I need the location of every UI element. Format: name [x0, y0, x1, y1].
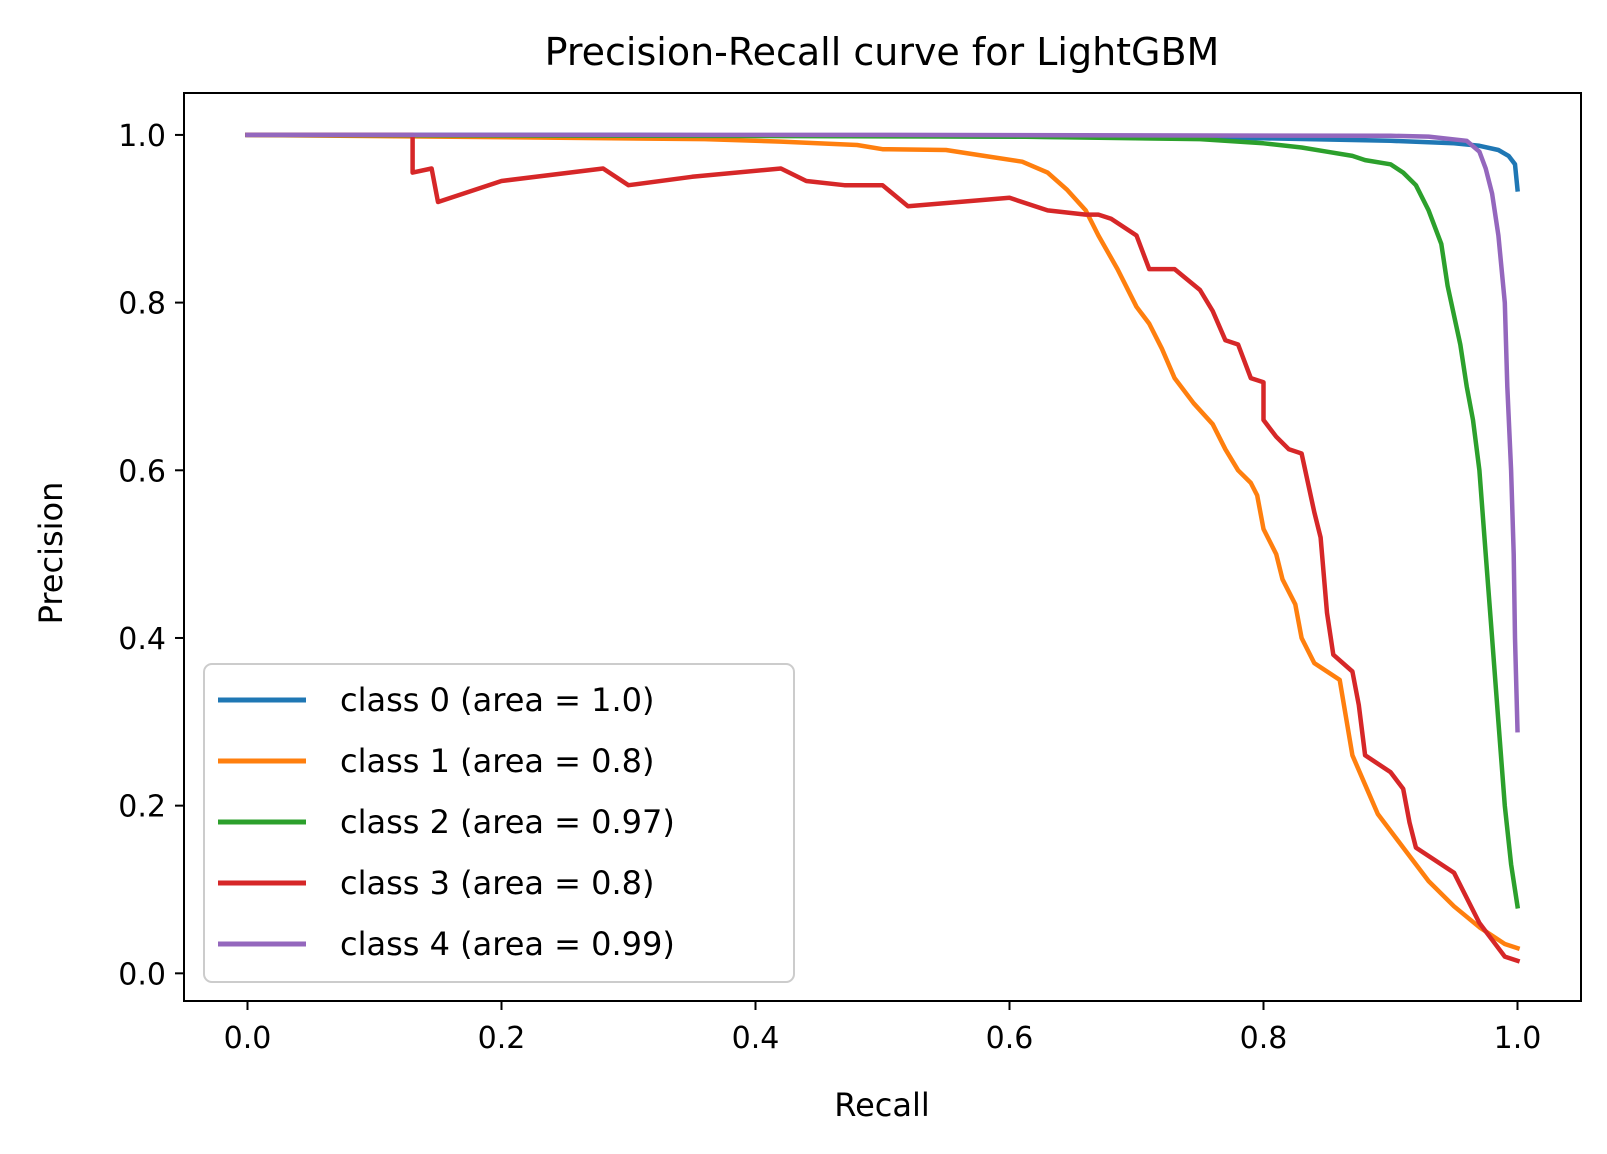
series-line-class-2	[245, 132, 1521, 909]
x-axis-label: Recall	[834, 1086, 929, 1124]
legend-label-class-2: class 2 (area = 0.97)	[340, 803, 675, 841]
x-tick-label: 0.4	[732, 1021, 780, 1056]
series-line-class-3	[245, 132, 1521, 964]
x-axis-ticks: 0.0 0.2 0.4 0.6 0.8 1.0	[224, 1001, 1542, 1056]
legend-label-class-1: class 1 (area = 0.8)	[340, 742, 655, 780]
y-tick-label: 0.6	[118, 454, 166, 489]
plot-area	[245, 132, 1521, 964]
chart-title: Precision-Recall curve for LightGBM	[545, 30, 1220, 74]
legend-label-class-4: class 4 (area = 0.99)	[340, 925, 675, 963]
legend-box	[203, 663, 795, 983]
legend: class 0 (area = 1.0) class 1 (area = 0.8)…	[203, 663, 795, 983]
y-axis-ticks: 0.0 0.2 0.4 0.6 0.8 1.0	[118, 119, 184, 992]
y-tick-label: 1.0	[118, 119, 166, 154]
y-tick-label: 0.2	[118, 790, 166, 825]
y-tick-label: 0.0	[118, 957, 166, 992]
x-tick-label: 0.0	[224, 1021, 272, 1056]
y-axis-label: Precision	[32, 482, 70, 625]
series-line-class-4	[245, 132, 1520, 733]
series-line-class-0	[245, 132, 1520, 192]
x-tick-label: 1.0	[1494, 1021, 1542, 1056]
y-tick-label: 0.4	[118, 622, 166, 657]
plot-frame	[183, 92, 1582, 1002]
x-tick-label: 0.2	[478, 1021, 526, 1056]
legend-label-class-0: class 0 (area = 1.0)	[340, 681, 655, 719]
x-tick-label: 0.8	[1240, 1021, 1288, 1056]
y-tick-label: 0.8	[118, 287, 166, 322]
series-line-class-1	[245, 132, 1521, 952]
legend-label-class-3: class 3 (area = 0.8)	[340, 864, 655, 902]
x-tick-label: 0.6	[986, 1021, 1034, 1056]
